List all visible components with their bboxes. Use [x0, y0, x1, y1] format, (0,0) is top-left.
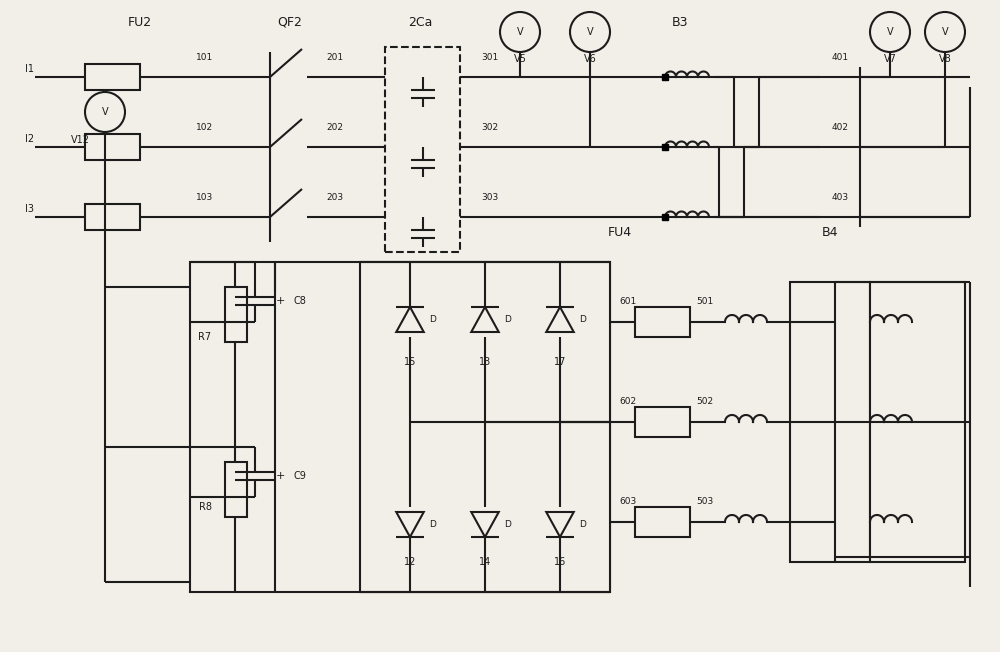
Circle shape — [570, 12, 610, 52]
Text: +: + — [275, 471, 285, 481]
Polygon shape — [471, 307, 499, 332]
Text: V: V — [102, 107, 108, 117]
Text: 16: 16 — [554, 557, 566, 567]
Text: 502: 502 — [696, 398, 714, 406]
Text: D: D — [429, 520, 436, 529]
Circle shape — [85, 92, 125, 132]
Bar — [360, 262, 610, 592]
Text: 2Ca: 2Ca — [408, 16, 432, 29]
Text: 101: 101 — [196, 53, 214, 61]
Text: 401: 401 — [831, 53, 849, 61]
Polygon shape — [396, 512, 424, 537]
Text: 12: 12 — [404, 557, 416, 567]
Text: I2: I2 — [25, 134, 34, 144]
Bar — [85, 134, 140, 160]
Text: 15: 15 — [404, 357, 416, 367]
Bar — [225, 287, 247, 342]
Text: 303: 303 — [481, 192, 499, 201]
Text: V: V — [517, 27, 523, 37]
Text: V6: V6 — [584, 54, 596, 64]
Text: B4: B4 — [822, 226, 838, 239]
Text: D: D — [504, 520, 511, 529]
Text: 302: 302 — [481, 123, 499, 132]
Polygon shape — [396, 307, 424, 332]
Text: D: D — [579, 520, 586, 529]
Bar — [85, 204, 140, 230]
Text: 202: 202 — [326, 123, 344, 132]
Text: QF2: QF2 — [278, 16, 302, 29]
Text: V: V — [887, 27, 893, 37]
Text: R7: R7 — [198, 332, 212, 342]
Text: V12: V12 — [70, 135, 90, 145]
Text: 503: 503 — [696, 497, 714, 507]
Circle shape — [500, 12, 540, 52]
Circle shape — [870, 12, 910, 52]
Text: 603: 603 — [619, 497, 637, 507]
Polygon shape — [546, 512, 574, 537]
Text: 201: 201 — [326, 53, 344, 61]
Text: 601: 601 — [619, 297, 637, 306]
Polygon shape — [546, 307, 574, 332]
Text: 602: 602 — [619, 398, 637, 406]
Text: I1: I1 — [25, 64, 34, 74]
Text: 17: 17 — [554, 357, 566, 367]
Text: 14: 14 — [479, 557, 491, 567]
Bar — [190, 262, 610, 592]
Text: FU2: FU2 — [128, 16, 152, 29]
Bar — [85, 64, 140, 90]
Text: 103: 103 — [196, 192, 214, 201]
Text: V7: V7 — [884, 54, 896, 64]
Text: V: V — [587, 27, 593, 37]
Bar — [870, 282, 965, 562]
Text: I3: I3 — [25, 204, 34, 214]
Text: 403: 403 — [831, 192, 849, 201]
Bar — [790, 282, 870, 562]
Text: R8: R8 — [198, 502, 212, 512]
Text: FU4: FU4 — [608, 226, 632, 239]
Text: D: D — [504, 315, 511, 324]
Text: 301: 301 — [481, 53, 499, 61]
Text: 102: 102 — [196, 123, 214, 132]
Text: V5: V5 — [514, 54, 526, 64]
Polygon shape — [471, 512, 499, 537]
Text: C9: C9 — [294, 471, 306, 481]
Text: 402: 402 — [832, 123, 848, 132]
Bar — [225, 462, 247, 517]
Text: 13: 13 — [479, 357, 491, 367]
Text: +: + — [275, 296, 285, 306]
Text: D: D — [429, 315, 436, 324]
Text: D: D — [579, 315, 586, 324]
Bar — [635, 507, 690, 537]
Text: C8: C8 — [294, 296, 306, 306]
Bar — [635, 407, 690, 437]
Circle shape — [925, 12, 965, 52]
Bar — [635, 307, 690, 337]
Text: 501: 501 — [696, 297, 714, 306]
Bar — [385, 47, 460, 252]
Text: V: V — [942, 27, 948, 37]
Text: V8: V8 — [939, 54, 951, 64]
Text: 203: 203 — [326, 192, 344, 201]
Text: B3: B3 — [672, 16, 688, 29]
